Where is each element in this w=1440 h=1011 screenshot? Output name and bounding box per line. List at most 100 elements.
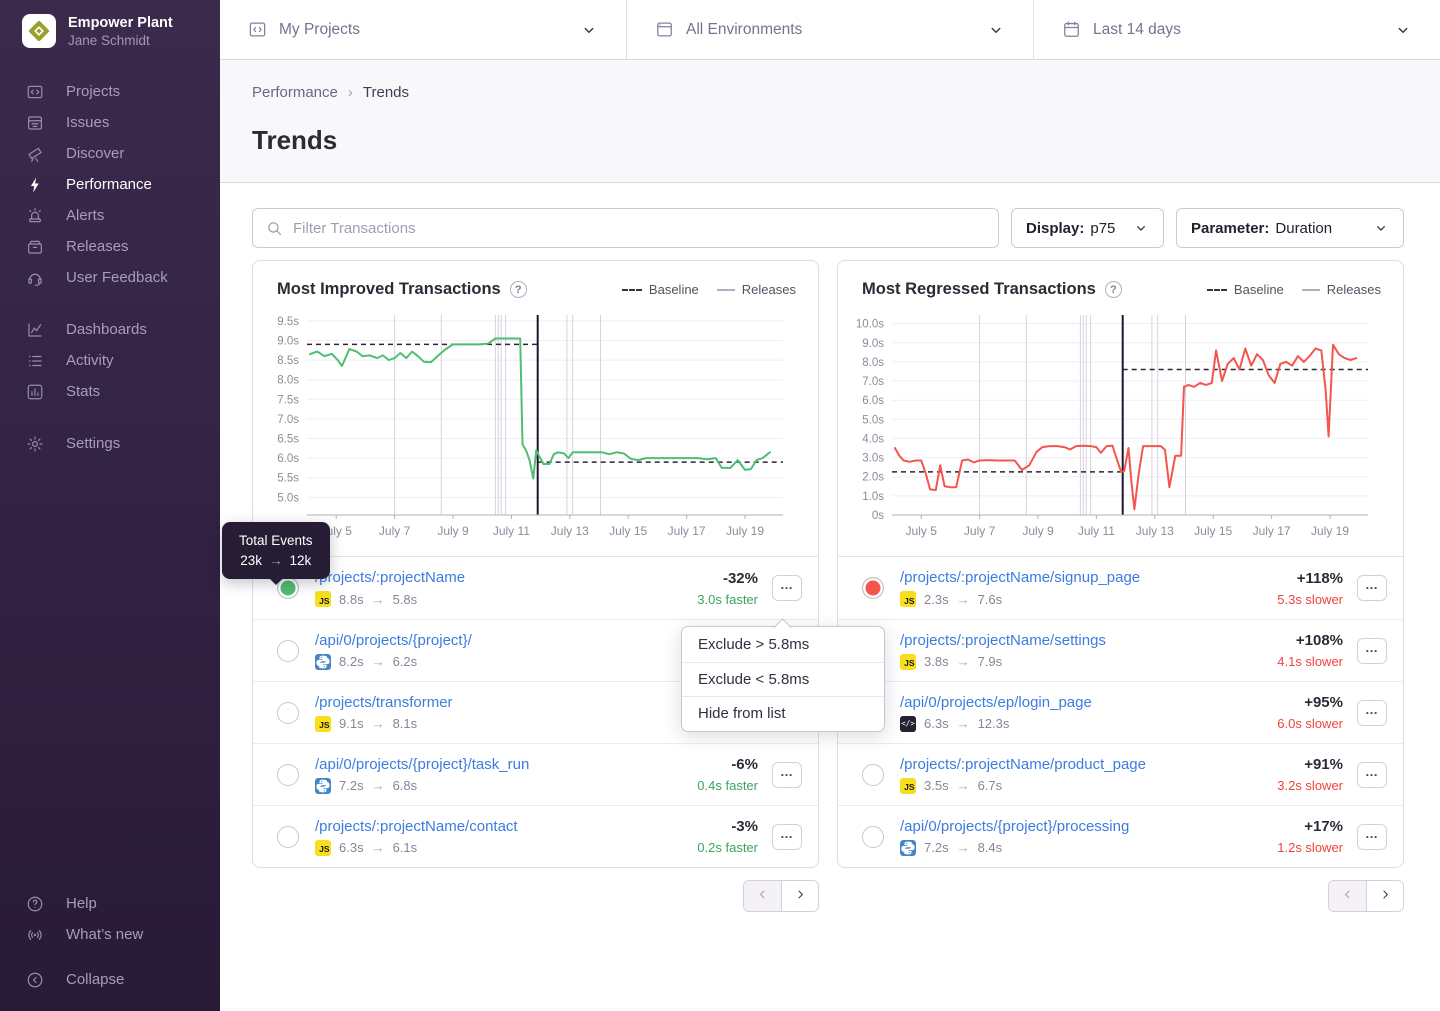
more-options-button[interactable]: … — [1357, 823, 1387, 850]
svg-text:2.0s: 2.0s — [862, 472, 884, 484]
transaction-info: /api/0/projects/ep/login_page </> 6.3s → 12.… — [900, 694, 1092, 732]
transaction-radio[interactable] — [862, 577, 884, 599]
svg-text:July 11: July 11 — [493, 524, 530, 538]
transaction-radio[interactable] — [277, 763, 299, 786]
sidebar-item-projects[interactable]: Projects — [0, 76, 220, 107]
transaction-radio[interactable] — [862, 825, 884, 848]
alerts-icon — [26, 207, 44, 225]
duration-before: 2.3s — [924, 591, 949, 607]
transaction-link[interactable]: /api/0/projects/{project}/processing — [900, 817, 1130, 835]
sidebar-item-discover[interactable]: Discover — [0, 138, 220, 169]
projects-filter-dropdown[interactable]: My Projects — [220, 0, 626, 59]
previous-page-button[interactable] — [1329, 881, 1366, 911]
sidebar-item-releases[interactable]: Releases — [0, 231, 220, 262]
transaction-radio[interactable] — [862, 763, 884, 786]
panel-footer — [252, 880, 819, 912]
transaction-link[interactable]: /projects/:projectName — [315, 569, 466, 586]
sidebar-item-what-s-new[interactable]: What’s new — [0, 919, 220, 950]
transaction-link[interactable]: /projects/transformer — [315, 693, 453, 711]
sidebar-footer: Help What’s new Collapse — [0, 888, 220, 1011]
more-options-button[interactable]: … — [772, 823, 802, 850]
svg-text:6.0s: 6.0s — [277, 453, 299, 465]
transaction-link[interactable]: /projects/:projectName/signup_page — [900, 569, 1141, 586]
transaction-radio[interactable] — [277, 639, 299, 662]
transaction-change: +108% 4.1s slower — [1277, 632, 1343, 669]
transaction-radio[interactable] — [277, 825, 299, 848]
sidebar-item-performance[interactable]: Performance — [0, 169, 220, 200]
display-select[interactable]: Display: p75 — [1011, 208, 1164, 248]
chevron-down-icon — [1133, 220, 1149, 236]
more-options-button[interactable]: … — [1357, 699, 1387, 726]
arrow-right-icon: → — [371, 716, 385, 731]
transaction-durations: JS 9.1s → 8.1s — [315, 715, 453, 732]
sidebar-item-help[interactable]: Help — [0, 888, 220, 919]
transaction-info: /api/0/projects/{project}/ 8.2s → 6.2s — [315, 632, 472, 670]
sidebar-item-collapse[interactable]: Collapse — [0, 964, 220, 995]
transaction-link[interactable]: /api/0/projects/{project}/ — [315, 631, 472, 649]
menu-item-exclude-greater[interactable]: Exclude > 5.8ms — [698, 635, 810, 653]
performance-icon — [26, 176, 44, 194]
breadcrumb-performance[interactable]: Performance — [252, 84, 338, 101]
transaction-link[interactable]: /projects/:projectName/product_page — [900, 755, 1146, 773]
org-switcher[interactable]: Empower Plant Jane Schmidt — [0, 0, 220, 48]
transaction-info: /api/0/projects/{project}/processing 7.2s… — [900, 818, 1129, 856]
panel-title: Most Improved Transactions ? — [277, 280, 527, 299]
transaction-link[interactable]: /api/0/projects/{project}/task_run — [315, 755, 530, 773]
more-options-button[interactable]: … — [1357, 637, 1387, 664]
help-icon — [26, 895, 44, 913]
transaction-durations: 7.2s → 8.4s — [900, 839, 1129, 856]
transaction-link[interactable]: /api/0/projects/ep/login_page — [900, 693, 1092, 711]
panel-title: Most Regressed Transactions ? — [862, 280, 1122, 299]
sidebar-item-settings[interactable]: Settings — [0, 428, 220, 459]
sidebar-item-issues[interactable]: Issues — [0, 107, 220, 138]
environments-filter-dropdown[interactable]: All Environments — [626, 0, 1033, 59]
code-platform-icon: </> — [900, 715, 916, 732]
transaction-durations: </> 6.3s → 12.3s — [900, 715, 1092, 732]
percent-change: -32% — [722, 569, 758, 587]
svg-text:1.0s: 1.0s — [862, 491, 884, 503]
transaction-durations: 7.2s → 6.8s — [315, 777, 529, 794]
svg-text:July 9: July 9 — [1022, 524, 1054, 538]
sidebar-item-user-feedback[interactable]: User Feedback — [0, 262, 220, 293]
date-range-dropdown[interactable]: Last 14 days — [1033, 0, 1440, 59]
sidebar-item-activity[interactable]: Activity — [0, 345, 220, 376]
transaction-row: /api/0/projects/{project}/processing 7.2s… — [838, 805, 1403, 867]
help-icon[interactable]: ? — [1104, 281, 1122, 298]
svg-text:8.0s: 8.0s — [862, 357, 884, 369]
transaction-link[interactable]: /projects/:projectName/settings — [900, 631, 1106, 649]
svg-text:July 13: July 13 — [1136, 524, 1174, 538]
more-options-button[interactable]: … — [1357, 761, 1387, 788]
svg-text:July 15: July 15 — [1194, 524, 1232, 538]
regressed-trend-chart: 10.0s 9.0s 8.0s 7.0s 6.0s 5.0s 4.0s 3.0s 2.0s 1.0… — [846, 307, 1389, 554]
transaction-radio[interactable] — [277, 701, 299, 724]
search-input[interactable] — [293, 219, 985, 237]
tooltip-title: Total Events — [239, 533, 313, 548]
menu-item-hide-from-list[interactable]: Hide from list — [682, 696, 884, 731]
arrow-right-icon: → — [371, 840, 385, 855]
more-options-button[interactable]: … — [772, 761, 802, 788]
help-icon[interactable]: ? — [509, 281, 527, 298]
arrow-right-icon: → — [956, 778, 970, 793]
previous-page-button[interactable] — [744, 881, 781, 911]
menu-item-exclude-less[interactable]: Exclude < 5.8ms — [682, 661, 884, 697]
transaction-info: /api/0/projects/{project}/task_run 7.2s → 6… — [315, 756, 529, 794]
javascript-platform-icon: JS — [315, 591, 331, 607]
transaction-link[interactable]: /projects/:projectName/contact — [315, 817, 518, 835]
next-page-button[interactable] — [781, 881, 818, 911]
more-options-button[interactable]: … — [1357, 575, 1387, 601]
duration-before: 6.3s — [924, 716, 949, 731]
more-options-button[interactable]: … — [772, 575, 802, 601]
svg-text:10.0s: 10.0s — [856, 319, 884, 331]
transaction-info: /projects/:projectName JS 8.8s → 5.8s — [315, 569, 465, 607]
panel-footer — [837, 880, 1404, 912]
sidebar-item-stats[interactable]: Stats — [0, 376, 220, 407]
sidebar-item-dashboards[interactable]: Dashboards — [0, 314, 220, 345]
sidebar-item-alerts[interactable]: Alerts — [0, 200, 220, 231]
duration-after: 8.4s — [977, 840, 1003, 855]
svg-text:5.0s: 5.0s — [277, 492, 299, 504]
percent-change: +95% — [1304, 694, 1343, 711]
transaction-durations: 8.2s → 6.2s — [315, 653, 472, 670]
parameter-select[interactable]: Parameter: Duration — [1176, 208, 1404, 248]
next-page-button[interactable] — [1366, 881, 1403, 911]
chart-legend: Baseline Releases — [621, 282, 796, 297]
